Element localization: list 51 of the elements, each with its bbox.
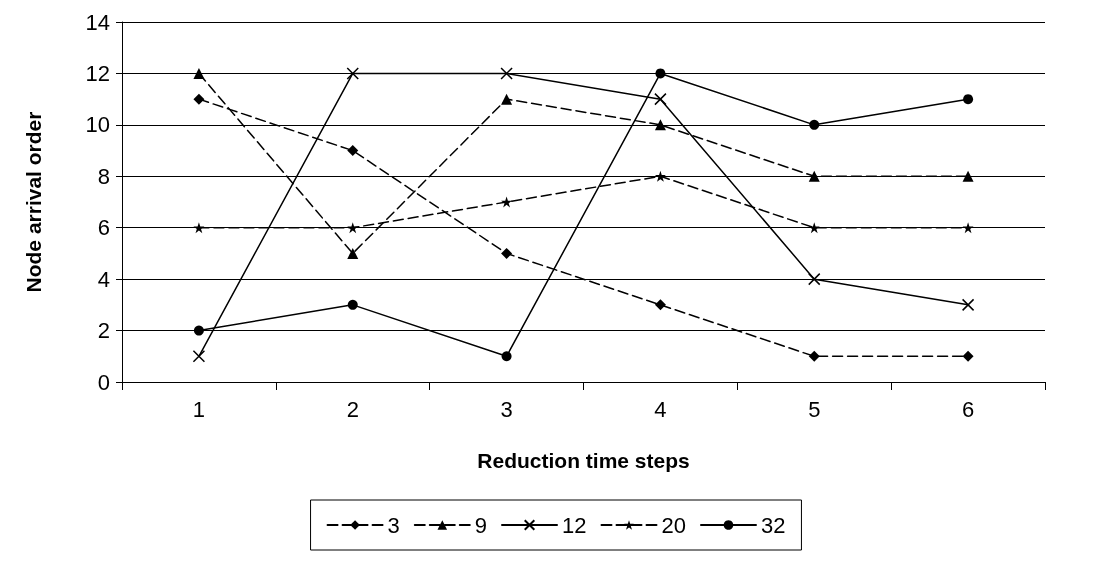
y-tick-label: 6 <box>97 215 110 241</box>
point <box>809 119 820 130</box>
point <box>501 351 512 362</box>
x-tick-label: 6 <box>961 396 975 422</box>
x-tick-label: 5 <box>808 396 821 422</box>
x-axis-title: Reduction time steps <box>477 449 690 472</box>
point <box>962 222 974 234</box>
point <box>347 299 358 310</box>
point <box>808 272 821 286</box>
x-tick-label: 2 <box>346 396 359 422</box>
point <box>346 67 359 80</box>
legend-label: 12 <box>562 512 587 538</box>
point <box>655 68 666 79</box>
point <box>193 93 205 105</box>
point <box>808 222 820 234</box>
point <box>347 222 359 234</box>
point <box>193 222 205 234</box>
y-tick-label: 8 <box>97 163 110 189</box>
point <box>192 350 206 363</box>
legend-label: 3 <box>387 512 400 538</box>
point <box>962 170 974 182</box>
point <box>808 350 820 362</box>
point <box>962 350 974 362</box>
point <box>963 94 974 105</box>
legend-label: 20 <box>661 512 686 538</box>
y-axis-title: Node arrival order <box>22 111 45 293</box>
point <box>654 170 666 182</box>
y-tick-label: 14 <box>85 9 110 35</box>
y-tick-label: 12 <box>85 60 110 86</box>
x-tick-label: 3 <box>500 396 513 422</box>
x-tick-label: 1 <box>192 396 206 422</box>
point <box>501 93 513 105</box>
point <box>654 299 666 311</box>
point <box>500 67 513 80</box>
point <box>654 119 666 131</box>
y-tick-label: 4 <box>97 266 110 292</box>
x-tick-label: 4 <box>654 396 667 422</box>
point <box>961 298 975 312</box>
point <box>193 67 205 79</box>
y-tick-label: 0 <box>97 369 110 395</box>
legend-label: 32 <box>760 512 786 538</box>
point <box>501 196 513 208</box>
point <box>347 145 359 157</box>
point <box>501 247 513 259</box>
y-tick-label: 2 <box>97 318 110 344</box>
point <box>193 325 204 336</box>
point <box>347 247 359 259</box>
point <box>808 170 820 182</box>
y-tick-label: 10 <box>85 112 110 138</box>
point <box>654 92 667 106</box>
legend-label: 9 <box>474 512 488 538</box>
